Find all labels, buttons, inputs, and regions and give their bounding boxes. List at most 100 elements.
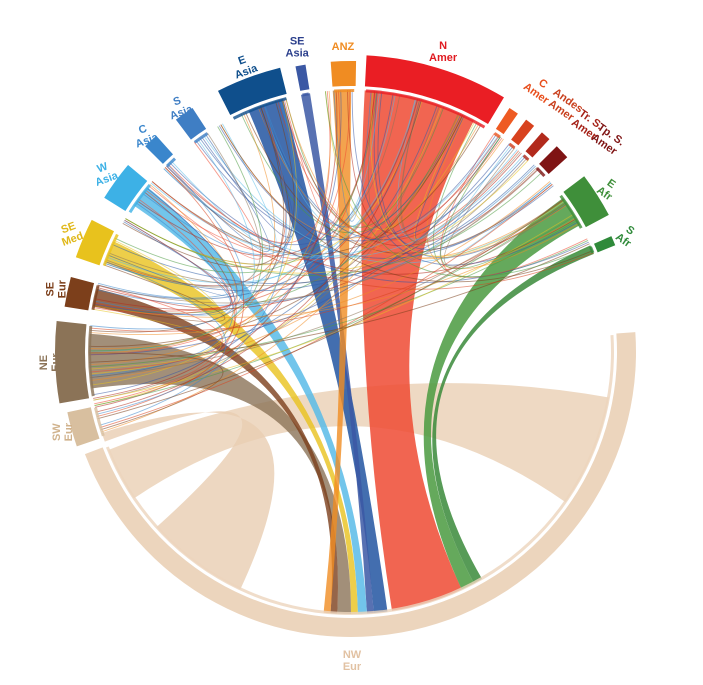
chord-thread [151,181,594,290]
chord-thread [88,112,276,354]
chord-thread [261,105,514,241]
arc-c-asia [145,135,174,164]
chord-s-afr-nw-eur [432,245,594,584]
chord-thread [122,100,295,268]
chord-e-afr-nw-eur [423,198,581,590]
label-line: W [96,160,110,175]
chord-thread [171,123,277,249]
chord-thread [89,181,551,335]
arc-inner-tr-s-amer [522,154,530,161]
label-line: SE [60,220,78,236]
region-arcs [54,55,636,637]
label-line: C [137,123,149,137]
chord-thread [218,125,497,242]
chord-thread [108,151,521,287]
chord-thread [93,191,237,399]
arc-inner-se-med [102,233,119,267]
chord-thread [104,156,526,292]
chord-links [88,90,610,614]
chord-thread [89,284,223,373]
chord-thread [283,90,341,224]
arc-tr-s-amer [525,132,550,158]
arc-inner-andes [508,142,516,150]
label-line: Eur [50,353,62,372]
chord-thread [93,264,226,323]
chord-e-asia-nw-eur [248,98,388,614]
chord-thread [89,126,264,352]
chord-thread [440,132,588,278]
chord-thread [92,90,342,396]
arc-n-amer [364,55,504,124]
chord-thread [89,143,510,356]
arc-inner-c-asia [166,157,177,168]
chord-thread [111,164,535,285]
chord-thread [97,199,565,420]
chord-thread [136,91,376,257]
label-line: NE [38,355,50,370]
arc-inner-c-amer [493,132,501,139]
chord-thread [89,219,578,368]
label-s-afr: SAfr [613,221,640,250]
chord-thread [95,99,422,413]
chord-thread [104,105,287,287]
chord-thread [93,217,577,318]
chord-thread [89,308,222,370]
arc-anz [330,60,357,87]
arc-inner-ne-eur [87,325,95,397]
arc-inner-se-eur [91,285,100,310]
chord-thread [203,135,566,264]
arc-s-afr [594,236,616,253]
label-line: Eur [57,279,69,298]
chord-thread [105,132,261,288]
label-se-eur: SEEur [45,279,69,298]
label-line: Asia [286,48,310,60]
chord-thread [148,141,264,260]
label-se-asia: SE Asia [286,36,310,60]
chord-thread [150,135,499,258]
chord-thread [91,99,298,386]
arc-inner-n-amer [365,89,486,129]
label-n-amer: N Amer [429,40,458,64]
arc-tp-s-amer [539,146,568,175]
arc-e-asia [217,67,287,115]
label-line: E [237,54,248,68]
arc-sw-eur [67,407,100,447]
label-line: Eur [63,422,75,441]
label-sw-eur: SWEur [51,422,75,441]
chord-thread [351,90,579,266]
chord-thread [90,164,244,330]
chord-n-amer-nw-eur [361,90,475,611]
arc-inner-e-asia [232,97,287,120]
label-line: Eur [343,661,362,673]
label-line: NW [343,649,362,661]
arc-inner-tp-s-amer [535,167,546,178]
chord-thread [324,91,476,230]
chord-thread [199,137,554,259]
chord-thread [373,91,552,250]
arc-se-asia [295,64,310,91]
arc-andes [511,119,535,146]
chord-thread [99,104,287,426]
chord-thread [97,168,539,304]
chord-thread [93,98,419,312]
chord-thread [324,91,591,278]
label-anz: ANZ [332,41,355,53]
arc-inner-e-afr [559,194,583,229]
chord-thread [90,198,564,379]
label-line: N [439,40,447,52]
label-line: SE [45,282,57,297]
chord-thread [125,172,543,276]
chord-thread [220,124,593,283]
chord-thread [90,202,567,332]
chord-thread [90,202,234,377]
arc-se-med [75,219,114,266]
label-line: ANZ [332,41,355,53]
chord-thread [281,99,539,247]
chord-thread [144,137,503,260]
arc-inner-w-asia [128,184,151,214]
chord-thread [370,90,566,257]
label-line: Amer [429,52,458,64]
arc-w-asia [104,164,148,212]
